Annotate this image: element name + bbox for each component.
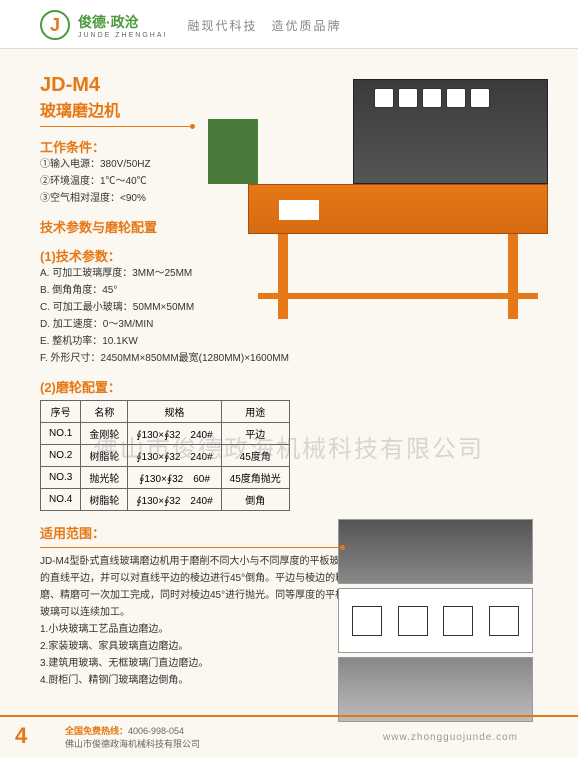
brand-en: JUNDE ZHENGHAI — [78, 32, 167, 39]
detail-photos — [338, 519, 538, 726]
website-url: www.zhongguojunde.com — [383, 732, 518, 743]
usage-item: 4.厨柜门、精钢门玻璃磨边倒角。 — [40, 672, 350, 689]
logo-icon: J — [40, 10, 70, 40]
brand-cn: 俊德·政沧 — [78, 12, 167, 32]
usage-desc: JD-M4型卧式直线玻璃磨边机用于磨削不同大小与不同厚度的平板玻璃的直线平边，并… — [40, 553, 350, 621]
page-header: J 俊德·政沧 JUNDE ZHENGHAI 融现代科技 造优质品牌 — [0, 0, 578, 49]
table-row: NO.4 树脂轮 ∮130×∮32 240# 倒角 — [41, 489, 290, 511]
th: 序号 — [41, 401, 81, 423]
watermark: 佛山市俊德政海机械科技有限公司 — [0, 429, 578, 464]
tp-item: E. 整机功率：10.1KW — [40, 333, 538, 350]
th: 名称 — [81, 401, 128, 423]
th: 规格 — [128, 401, 221, 423]
detail-photo-2 — [338, 588, 533, 653]
th: 用途 — [221, 401, 289, 423]
usage-item: 1.小块玻璃工艺品直边磨边。 — [40, 621, 350, 638]
page-number: 4 — [15, 723, 27, 749]
usage-item: 2.家装玻璃、家具玻璃直边磨边。 — [40, 638, 350, 655]
tagline: 融现代科技 造优质品牌 — [187, 17, 341, 34]
usage-section: 适用范围： JD-M4型卧式直线玻璃磨边机用于磨削不同大小与不同厚度的平板玻璃的… — [40, 523, 350, 689]
footer-info: 全国免费热线：4006-998-054 佛山市俊德政海机械科技有限公司 — [65, 724, 200, 750]
detail-photo-3 — [338, 657, 533, 722]
wheel-title: (2)磨轮配置： — [40, 377, 538, 396]
hotline-label: 全国免费热线： — [65, 726, 128, 736]
tp-item: F. 外形尺寸：2450MM×850MM最宽(1280MM)×1600MM — [40, 350, 538, 367]
usage-title: 适用范围： — [40, 523, 350, 542]
brand-block: 俊德·政沧 JUNDE ZHENGHAI — [78, 12, 167, 39]
usage-item: 3.建筑用玻璃、无框玻璃门直边磨边。 — [40, 655, 350, 672]
company-name: 佛山市俊德政海机械科技有限公司 — [65, 739, 200, 749]
detail-photo-1 — [338, 519, 533, 584]
table-row: NO.3 抛光轮 ∮130×∮32 60# 45度角抛光 — [41, 467, 290, 489]
product-photo-main — [208, 69, 548, 329]
page-footer: 4 全国免费热线：4006-998-054 佛山市俊德政海机械科技有限公司 ww… — [0, 715, 578, 757]
hotline-number: 4006-998-054 — [128, 726, 184, 736]
